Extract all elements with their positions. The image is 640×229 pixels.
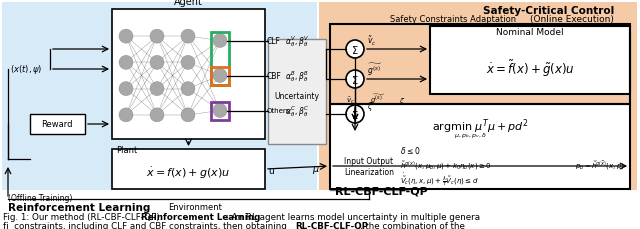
Text: $\dot{\tilde{V}}_c(\eta, x, \mu) + \frac{\lambda}{\tau}\tilde{V}_c(\eta) \leq d$: $\dot{\tilde{V}}_c(\eta, x, \mu) + \frac… bbox=[400, 171, 479, 187]
Text: $\mu, p_b, p_v, \delta$: $\mu, p_b, p_v, \delta$ bbox=[454, 131, 486, 140]
Text: $\alpha_\theta^B, \beta_\theta^B$: $\alpha_\theta^B, \beta_\theta^B$ bbox=[285, 69, 309, 84]
Bar bbox=[319, 3, 637, 190]
Circle shape bbox=[181, 82, 195, 96]
Text: Environment: Environment bbox=[168, 202, 222, 211]
Circle shape bbox=[150, 82, 164, 96]
Circle shape bbox=[150, 56, 164, 70]
Text: Fig. 1: Our method (RL-CBF-CLF-QP):: Fig. 1: Our method (RL-CBF-CLF-QP): bbox=[3, 212, 166, 221]
Text: $\dot{x} = f(x) + g(x)u$: $\dot{x} = f(x) + g(x)u$ bbox=[147, 165, 230, 180]
Text: : An RL agent learns model uncertainty in multiple genera: : An RL agent learns model uncertainty i… bbox=[226, 212, 480, 221]
Text: $\widetilde{g^{(s)}}$: $\widetilde{g^{(s)}}$ bbox=[367, 61, 383, 78]
Text: $\mathrm{argmin}\;\mu^T\mu + pd^2$: $\mathrm{argmin}\;\mu^T\mu + pd^2$ bbox=[431, 117, 529, 136]
Text: $\delta \leq 0$: $\delta \leq 0$ bbox=[400, 145, 420, 156]
Circle shape bbox=[213, 69, 227, 83]
Text: $(x(t), \psi)$: $(x(t), \psi)$ bbox=[10, 63, 42, 76]
Text: Uncertainty: Uncertainty bbox=[275, 92, 319, 101]
Text: u: u bbox=[268, 166, 274, 175]
Text: $\tilde{v}_c$: $\tilde{v}_c$ bbox=[367, 35, 376, 48]
Text: RL-CBF-CLF-QP: RL-CBF-CLF-QP bbox=[295, 221, 368, 229]
Text: fi  constraints, including CLF and CBF constraints, then obtaining: fi constraints, including CLF and CBF co… bbox=[3, 221, 290, 229]
Text: (Online Execution): (Online Execution) bbox=[530, 15, 614, 24]
Text: $\dot{x} = \tilde{f}(x) + \tilde{g}(x)u$: $\dot{x} = \tilde{f}(x) + \tilde{g}(x)u$ bbox=[486, 59, 575, 79]
Text: Reward: Reward bbox=[41, 120, 73, 129]
Circle shape bbox=[119, 56, 133, 70]
Bar bbox=[211, 32, 229, 85]
Bar bbox=[211, 102, 229, 120]
Circle shape bbox=[346, 71, 364, 89]
Bar bbox=[112, 149, 265, 189]
Circle shape bbox=[346, 106, 364, 123]
Circle shape bbox=[150, 30, 164, 44]
Text: $\tilde{h}^{g(x)}(x,\mu_b,\mu) + k_0\eta_b(x) \geq 0$: $\tilde{h}^{g(x)}(x,\mu_b,\mu) + k_0\eta… bbox=[400, 159, 492, 171]
Text: RL-CBF-CLF-QP: RL-CBF-CLF-QP bbox=[335, 186, 428, 196]
Circle shape bbox=[346, 41, 364, 59]
Text: Plant: Plant bbox=[116, 145, 137, 154]
Text: $\widetilde{g^{(s)}}$: $\widetilde{g^{(s)}}$ bbox=[371, 92, 385, 106]
Circle shape bbox=[181, 108, 195, 122]
Bar bbox=[330, 142, 408, 190]
Text: $\alpha_\theta^V, \beta_\theta^V$: $\alpha_\theta^V, \beta_\theta^V$ bbox=[285, 34, 310, 49]
Circle shape bbox=[213, 34, 227, 48]
Bar bbox=[268, 40, 326, 144]
Circle shape bbox=[181, 56, 195, 70]
Circle shape bbox=[181, 30, 195, 44]
Bar bbox=[2, 3, 317, 190]
Text: CLF: CLF bbox=[267, 37, 281, 46]
Text: Reinforcement Learning: Reinforcement Learning bbox=[8, 202, 150, 212]
Text: CBF: CBF bbox=[267, 72, 282, 81]
Bar bbox=[211, 67, 229, 85]
Text: $\zeta$: $\zeta$ bbox=[367, 100, 374, 112]
Text: Nominal Model: Nominal Model bbox=[496, 28, 564, 37]
Circle shape bbox=[213, 104, 227, 118]
Text: Agent: Agent bbox=[174, 0, 203, 7]
Text: Safety-Critical Control: Safety-Critical Control bbox=[483, 6, 614, 16]
Text: $\bar{v}_c$: $\bar{v}_c$ bbox=[346, 95, 355, 106]
Bar bbox=[30, 114, 85, 134]
Circle shape bbox=[119, 30, 133, 44]
Text: , the combination of the: , the combination of the bbox=[360, 221, 465, 229]
Bar bbox=[330, 25, 630, 105]
Text: Reinforcement Learning: Reinforcement Learning bbox=[141, 212, 260, 221]
Bar bbox=[330, 105, 630, 189]
Text: $\Sigma$: $\Sigma$ bbox=[351, 44, 359, 56]
Text: $\Sigma$: $\Sigma$ bbox=[351, 109, 359, 120]
Text: $\zeta$: $\zeta$ bbox=[399, 95, 405, 106]
Circle shape bbox=[119, 108, 133, 122]
Text: $\Sigma$: $\Sigma$ bbox=[351, 74, 359, 86]
Bar bbox=[430, 27, 630, 95]
Text: Safety Constraints Adaptation: Safety Constraints Adaptation bbox=[390, 15, 516, 24]
Circle shape bbox=[119, 82, 133, 96]
Bar bbox=[112, 10, 265, 139]
Text: $p_b = \tilde{h}^{g(\vec{x})}(x,p)$: $p_b = \tilde{h}^{g(\vec{x})}(x,p)$ bbox=[575, 159, 625, 172]
Text: $\mu$: $\mu$ bbox=[312, 163, 320, 175]
Circle shape bbox=[150, 108, 164, 122]
Text: $\alpha_\theta^C, \beta_\theta^C$: $\alpha_\theta^C, \beta_\theta^C$ bbox=[285, 104, 310, 118]
Text: Input Output
Linearization: Input Output Linearization bbox=[344, 156, 394, 176]
Text: (Offline Training): (Offline Training) bbox=[8, 193, 72, 202]
Text: Others: Others bbox=[267, 108, 291, 114]
